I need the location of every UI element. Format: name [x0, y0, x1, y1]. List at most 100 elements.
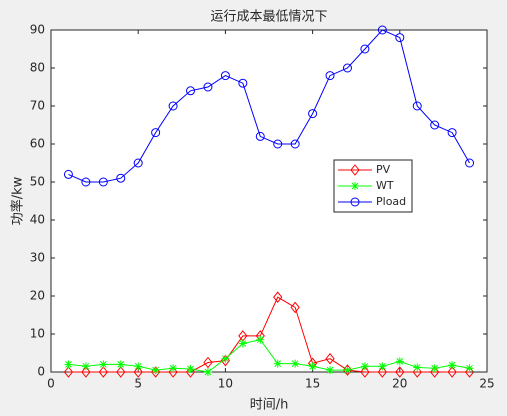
x-tick-label: 10 [218, 377, 233, 391]
x-tick-label: 5 [134, 377, 142, 391]
marker [360, 366, 370, 378]
marker [350, 164, 360, 176]
y-tick-label: 70 [30, 99, 45, 113]
marker [308, 109, 318, 119]
y-tick-label: 0 [37, 365, 45, 379]
marker-stroke [204, 368, 212, 376]
marker [169, 364, 178, 373]
marker-stroke [413, 364, 421, 371]
marker [220, 71, 230, 81]
y-tick-label: 30 [30, 251, 45, 265]
marker [116, 366, 126, 378]
marker [412, 101, 422, 111]
series-line [68, 296, 470, 373]
marker [343, 366, 352, 375]
marker [168, 101, 178, 111]
marker-stroke [239, 340, 247, 347]
marker [116, 173, 126, 183]
marker [395, 357, 404, 366]
marker [98, 177, 108, 187]
marker [98, 366, 108, 378]
marker [351, 182, 359, 190]
x-tick-label: 15 [305, 377, 320, 391]
y-tick-label: 60 [30, 137, 45, 151]
legend-label: Pload [376, 195, 406, 208]
marker [308, 362, 317, 371]
marker [151, 366, 160, 375]
marker [186, 86, 196, 96]
marker-stroke [256, 336, 264, 344]
axes-box [50, 29, 488, 373]
marker [133, 158, 143, 168]
marker [465, 364, 474, 373]
marker-stroke [117, 361, 125, 368]
x-tick-label: 20 [392, 377, 407, 391]
marker [63, 169, 73, 179]
marker-stroke [187, 365, 194, 373]
marker [81, 362, 90, 371]
marker [325, 352, 335, 365]
marker [186, 364, 195, 373]
marker-stroke [466, 364, 473, 372]
marker-stroke [99, 361, 107, 368]
marker [465, 158, 475, 168]
marker [185, 366, 196, 378]
marker [63, 366, 74, 378]
marker [430, 120, 440, 130]
marker [238, 339, 247, 348]
marker [203, 356, 213, 369]
marker-stroke [152, 366, 159, 374]
marker [395, 33, 405, 43]
marker [447, 366, 457, 378]
marker-stroke [274, 360, 282, 367]
marker [360, 44, 370, 54]
marker [221, 354, 230, 363]
marker [81, 177, 91, 187]
marker [273, 291, 283, 303]
marker [238, 78, 248, 88]
marker [360, 362, 369, 371]
marker [291, 359, 300, 368]
marker-stroke [396, 358, 404, 365]
marker-stroke [379, 362, 386, 370]
marker [447, 128, 457, 138]
legend-label: WT [376, 179, 394, 192]
marker [350, 197, 360, 207]
marker [256, 335, 265, 344]
marker-stroke [431, 364, 439, 372]
marker [377, 366, 388, 378]
marker-stroke [309, 362, 316, 370]
marker-stroke [169, 364, 177, 372]
marker [151, 128, 161, 138]
marker [342, 364, 353, 376]
marker [273, 359, 282, 368]
marker-stroke [326, 366, 334, 374]
y-tick-label: 80 [30, 61, 45, 75]
x-axis-label: 时间/h [250, 398, 289, 413]
marker [430, 364, 439, 373]
marker [413, 363, 422, 372]
marker [377, 25, 387, 35]
marker-stroke [448, 361, 456, 369]
marker [203, 368, 212, 376]
y-tick-label: 10 [30, 327, 45, 341]
x-tick-label: 25 [479, 377, 494, 391]
marker [255, 131, 265, 141]
chart-title: 运行成本最低情况下 [210, 10, 327, 25]
marker [134, 362, 143, 371]
marker [448, 361, 457, 370]
marker [290, 301, 300, 314]
marker [64, 360, 73, 369]
y-axis-label: 功率/kw [10, 176, 26, 225]
y-tick-label: 50 [30, 175, 45, 189]
marker [116, 360, 125, 369]
y-tick-label: 20 [30, 289, 45, 303]
legend-label: PV [376, 163, 391, 176]
marker [290, 139, 300, 149]
marker [342, 63, 352, 73]
marker-stroke [65, 361, 72, 368]
marker [395, 366, 405, 378]
marker [81, 366, 91, 378]
marker-stroke [134, 362, 142, 370]
